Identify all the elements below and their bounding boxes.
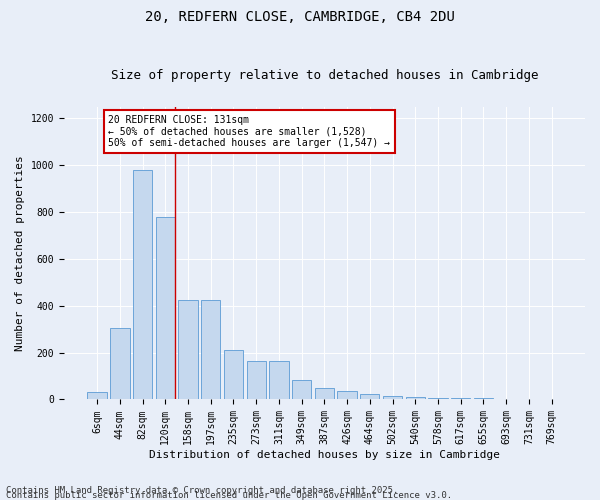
Bar: [133, 170, 152, 400]
Bar: [88, 392, 107, 400]
Bar: [315, 388, 334, 400]
Bar: [247, 361, 266, 400]
Bar: [292, 380, 311, 400]
Bar: [474, 398, 493, 400]
Bar: [497, 399, 516, 400]
Bar: [155, 217, 175, 400]
Text: Contains HM Land Registry data © Crown copyright and database right 2025.: Contains HM Land Registry data © Crown c…: [6, 486, 398, 495]
Bar: [406, 397, 425, 400]
X-axis label: Distribution of detached houses by size in Cambridge: Distribution of detached houses by size …: [149, 450, 500, 460]
Bar: [360, 394, 379, 400]
Bar: [451, 398, 470, 400]
Bar: [178, 300, 197, 400]
Bar: [337, 390, 357, 400]
Bar: [269, 361, 289, 400]
Bar: [201, 300, 220, 400]
Bar: [542, 398, 562, 400]
Bar: [383, 396, 402, 400]
Y-axis label: Number of detached properties: Number of detached properties: [15, 155, 25, 351]
Bar: [110, 328, 130, 400]
Bar: [428, 398, 448, 400]
Text: 20 REDFERN CLOSE: 131sqm
← 50% of detached houses are smaller (1,528)
50% of sem: 20 REDFERN CLOSE: 131sqm ← 50% of detach…: [109, 115, 391, 148]
Bar: [224, 350, 243, 400]
Title: Size of property relative to detached houses in Cambridge: Size of property relative to detached ho…: [110, 69, 538, 82]
Text: 20, REDFERN CLOSE, CAMBRIDGE, CB4 2DU: 20, REDFERN CLOSE, CAMBRIDGE, CB4 2DU: [145, 10, 455, 24]
Text: Contains public sector information licensed under the Open Government Licence v3: Contains public sector information licen…: [6, 491, 452, 500]
